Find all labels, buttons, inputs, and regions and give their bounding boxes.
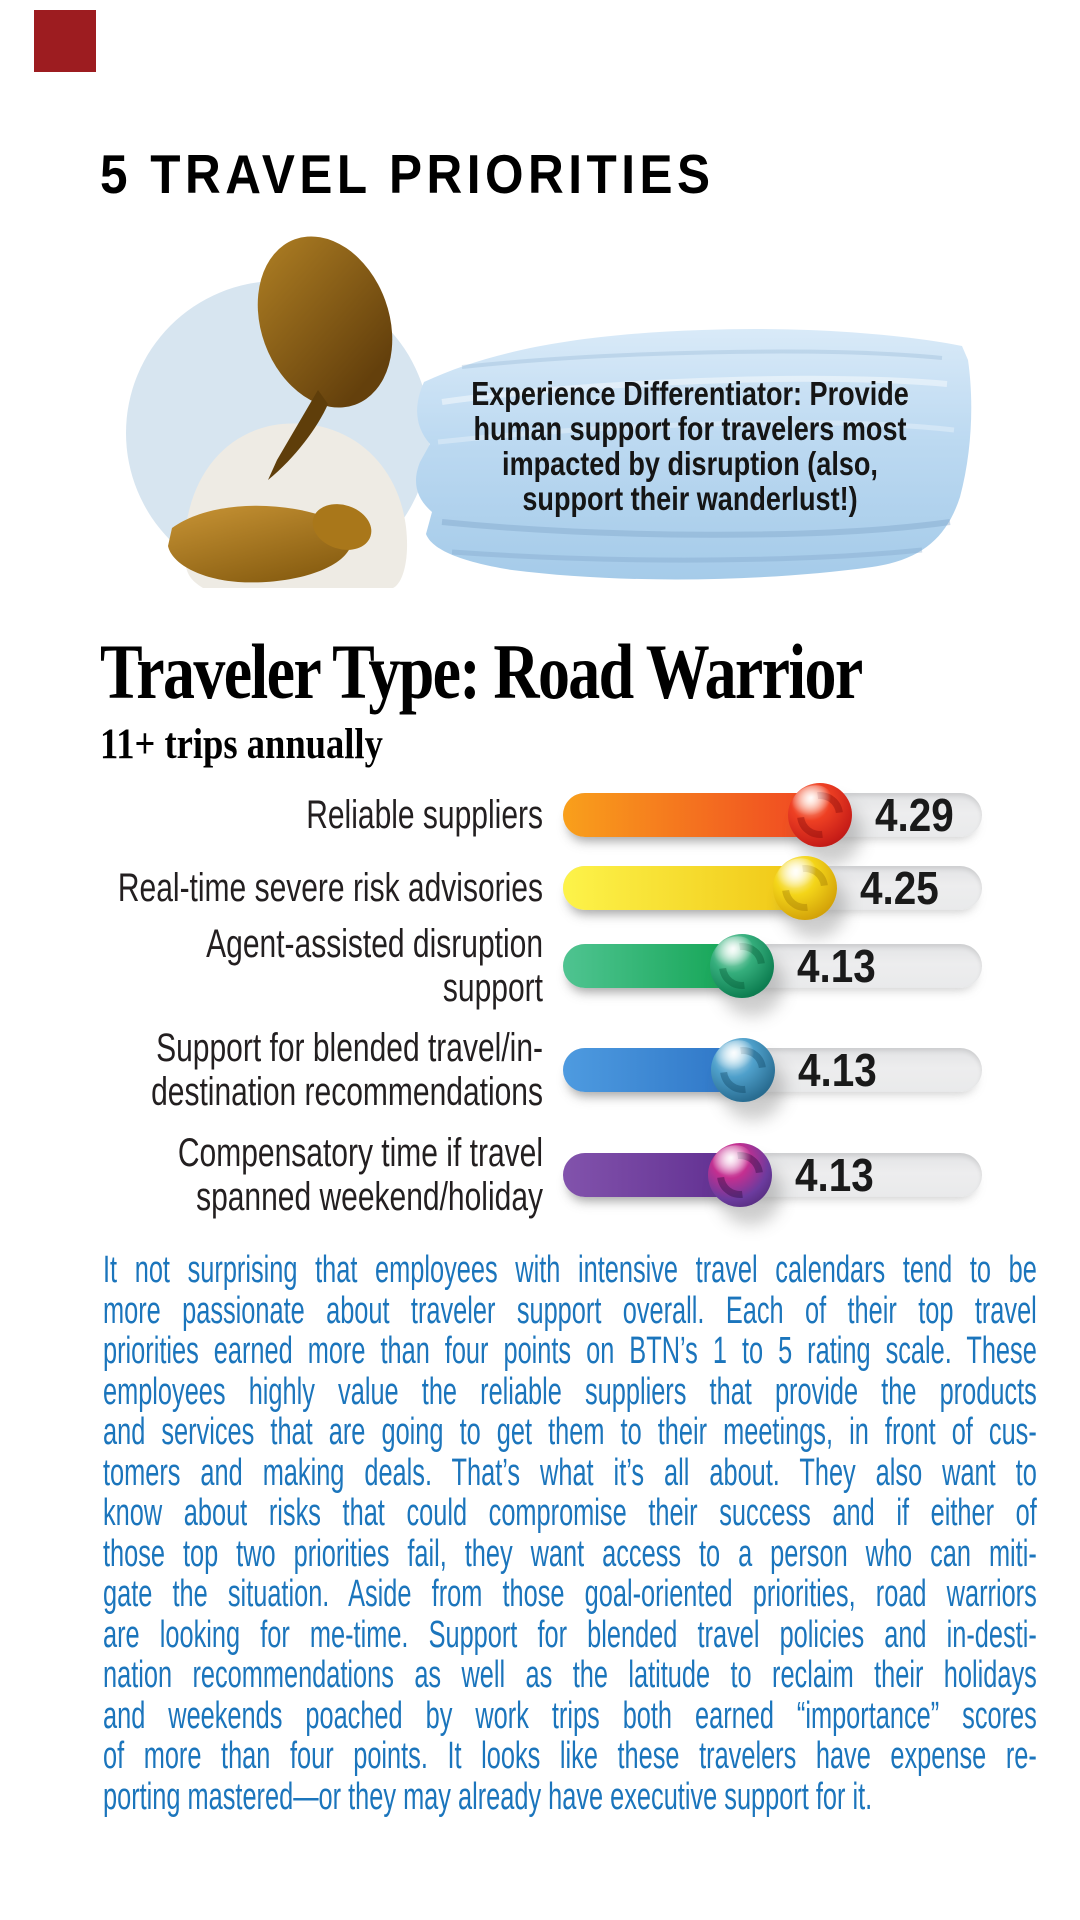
bar-label: Support for blended travel/in-destinatio… [78,1025,543,1115]
bar-label-line: destination recommendations [151,1070,543,1114]
bar-end-sphere [787,780,853,848]
body-paragraph-line: know about risks that could compromise t… [103,1492,1037,1534]
bar-label: Agent-assisted disruption support [78,921,543,1011]
bar-value: 4.13 [797,940,876,992]
body-paragraph-line: It not surprising that employees with in… [103,1249,1037,1291]
bar-value: 4.29 [875,789,954,841]
bar-label-line: Compensatory time if travel [177,1131,543,1175]
body-paragraph-line: of more than four points. It looks like … [103,1735,1037,1777]
callout-line: support their wanderlust!) [522,480,858,517]
bar-label-line: Agent-assisted disruption [206,922,543,966]
bar-end-sphere [710,1035,776,1103]
bar-label: Reliable suppliers [78,770,543,860]
body-paragraph-line: nation recommendations as well as the la… [103,1654,1037,1696]
bar-label-line: spanned weekend/holiday [196,1175,543,1219]
section-title: Traveler Type: Road Warrior [100,628,863,715]
bar-end-sphere [707,1140,773,1208]
body-paragraph-line: priorities earned more than four points … [103,1330,1037,1372]
body-paragraph-line: are looking for me-time. Support for ble… [103,1613,1037,1656]
body-paragraph-line: more passionate about traveler support o… [103,1289,1037,1332]
callout-line: human support for travelers most [473,410,907,447]
body-paragraph-line: porting mastered—or they may already hav… [103,1775,873,1818]
experience-differentiator-callout: Experience Differentiator: Provide human … [420,376,960,516]
bar-end-sphere [772,853,838,921]
bar-value: 4.13 [798,1044,877,1096]
bar-fill [563,793,832,837]
body-paragraph-line: gate the situation. Aside from those goa… [103,1573,1037,1615]
bar-label: Compensatory time if travel spanned weeke… [78,1130,543,1220]
body-paragraph: It not surprising that employees with in… [103,1250,1037,1817]
bar-label-line: support [442,966,543,1010]
traveler-avatar-illustration [126,236,430,588]
body-paragraph-line: tomers and making deals. That’s what it’… [103,1451,1037,1494]
callout-line: impacted by disruption (also, [502,445,878,482]
corner-mark [34,10,96,72]
page-title: 5 TRAVEL PRIORITIES [100,143,715,205]
bar-label: Real-time severe risk advisories [78,843,543,933]
bar-value: 4.13 [795,1149,874,1201]
body-paragraph-line: and weekends poached by work trips both … [103,1694,1037,1737]
bar-label-line: Real-time severe risk advisories [117,866,543,910]
bar-end-sphere [709,931,775,999]
highlight-brush [416,328,972,580]
body-paragraph-line: and services that are going to get them … [103,1411,1037,1453]
bar-label-line: Reliable suppliers [306,793,543,837]
body-paragraph-line: employees highly value the reliable supp… [103,1370,1037,1413]
bar-label-line: Support for blended travel/in- [156,1026,543,1070]
body-paragraph-line: those top two priorities fail, they want… [103,1532,1037,1575]
section-subtitle: 11+ trips annually [100,721,383,768]
callout-line: Experience Differentiator: Provide [471,375,909,412]
bar-value: 4.25 [860,862,939,914]
